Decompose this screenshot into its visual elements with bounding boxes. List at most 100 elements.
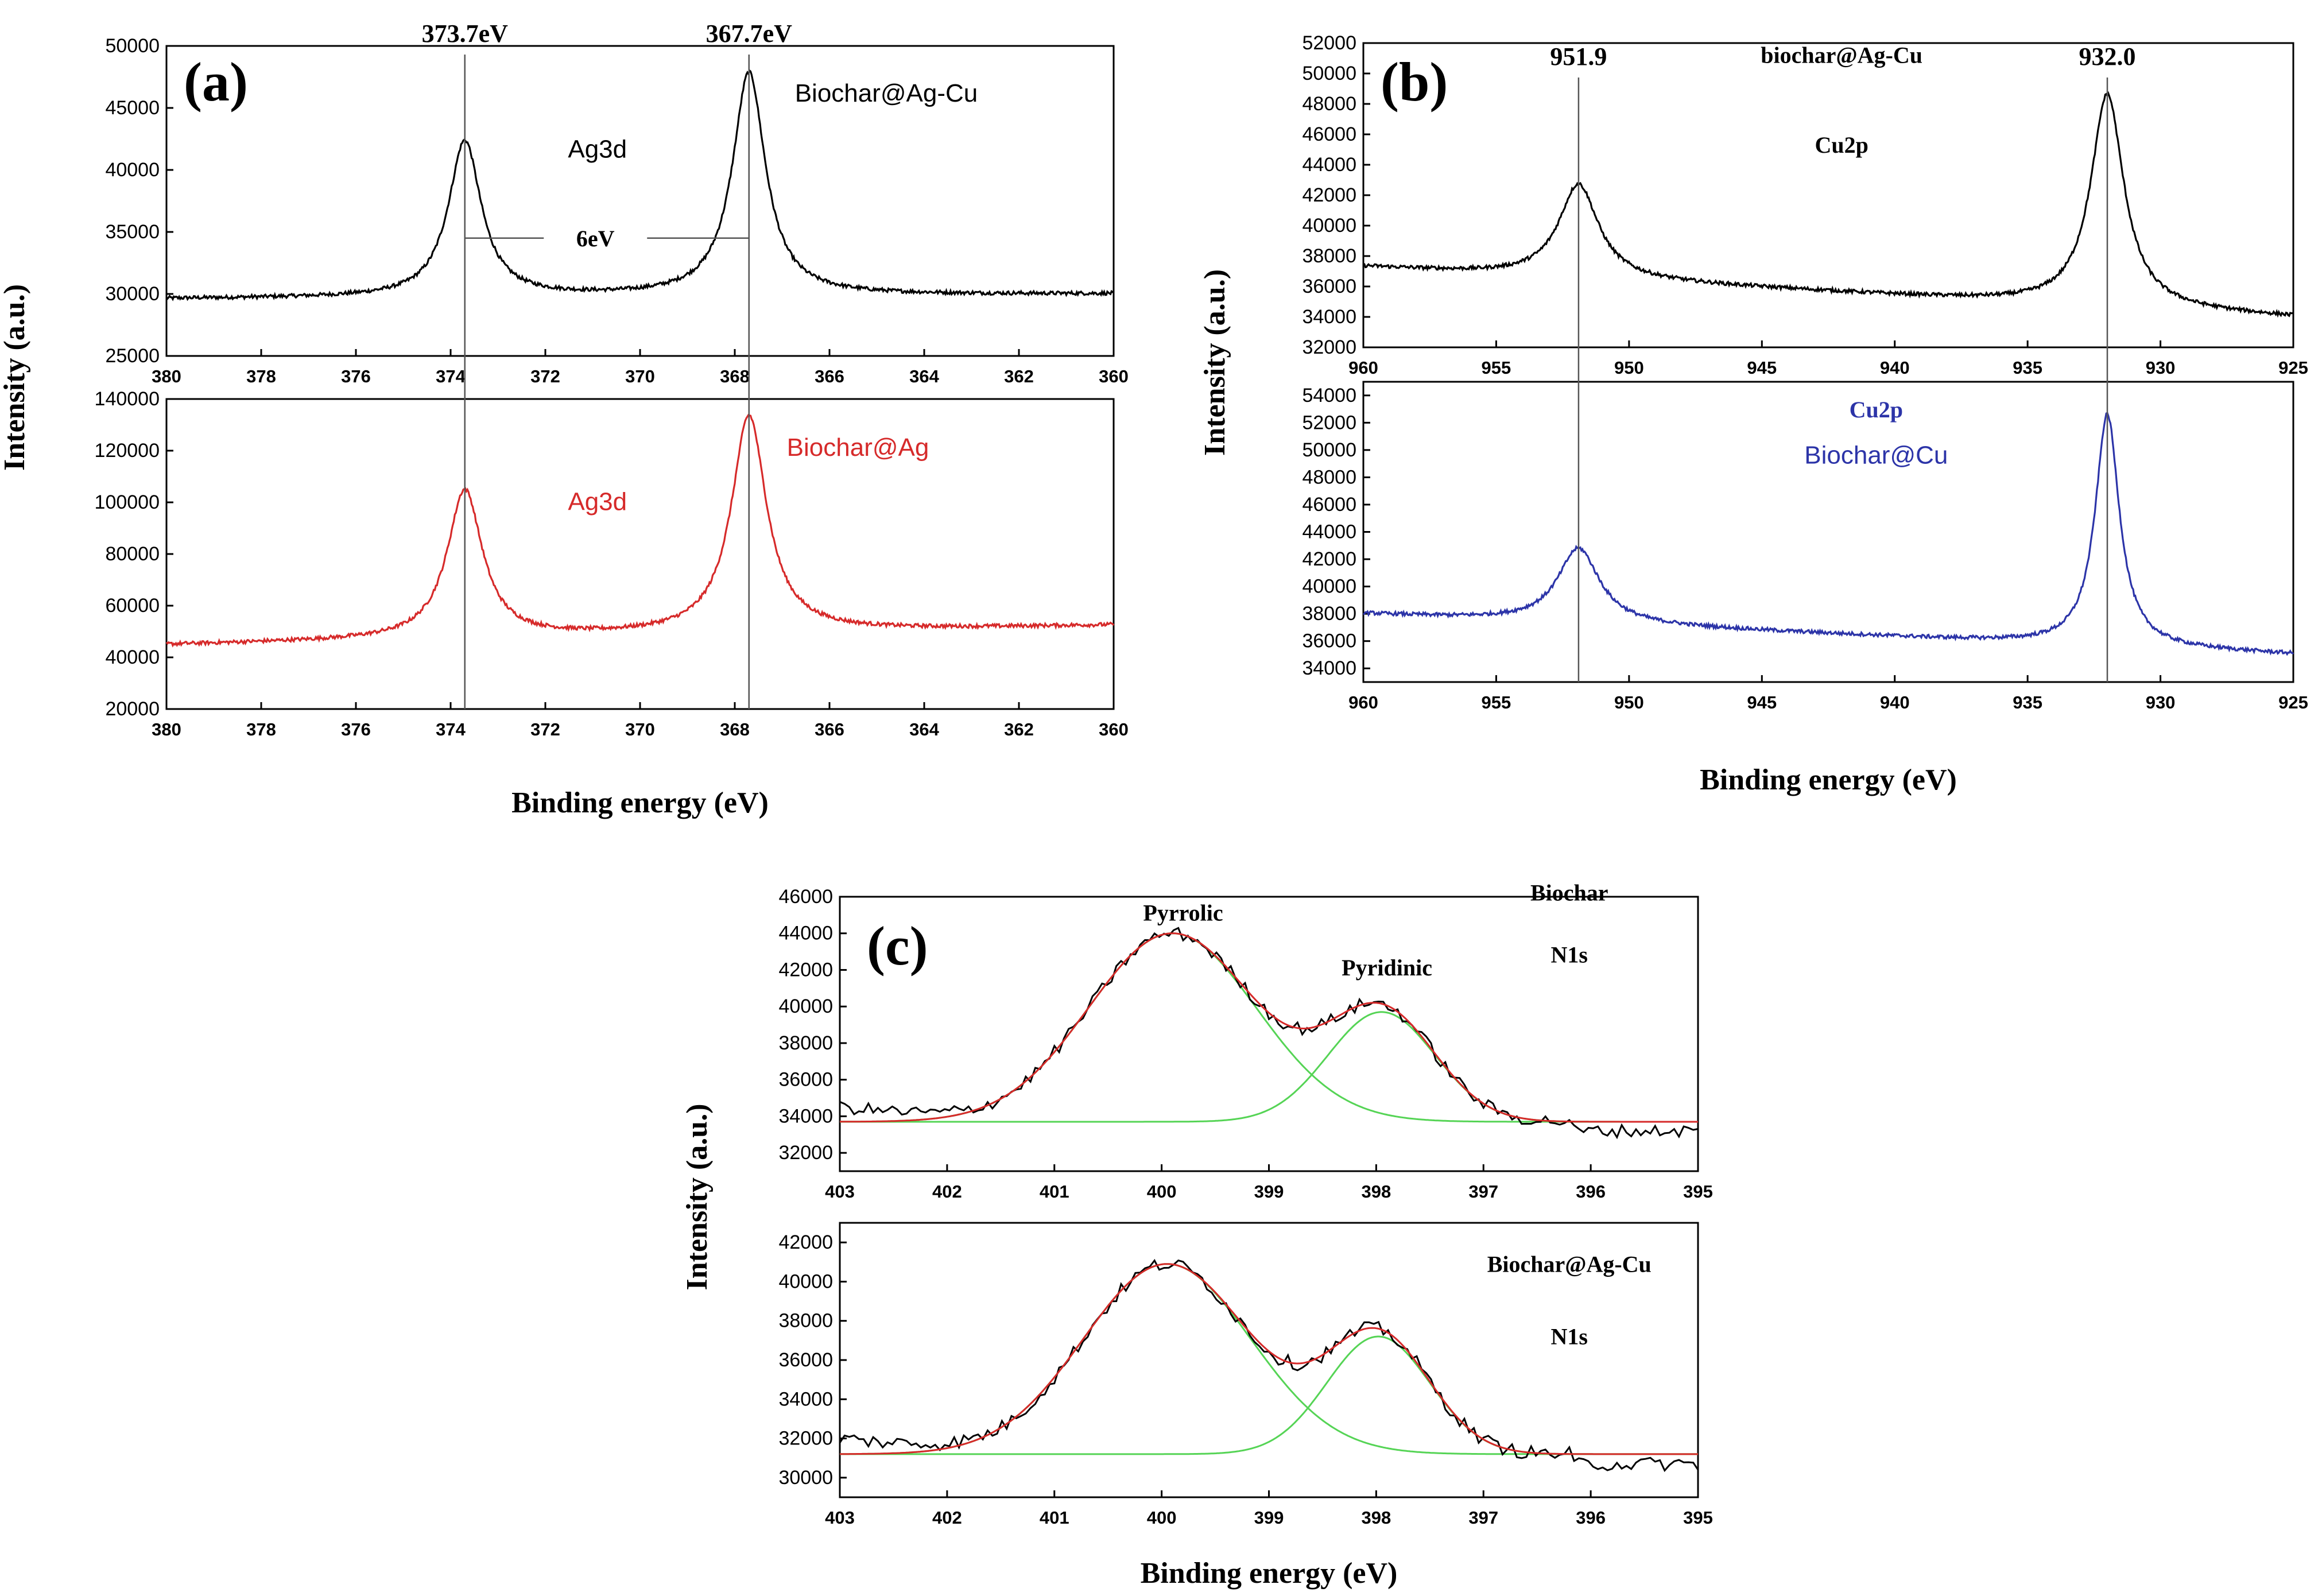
spectrum-line xyxy=(165,69,1114,301)
y-tick-label: 30000 xyxy=(105,283,160,305)
series-label: Biochar@Cu xyxy=(1804,441,1948,470)
x-tick-label: 395 xyxy=(1683,1508,1713,1528)
x-tick-label: 925 xyxy=(2278,358,2308,378)
x-tick-label: 950 xyxy=(1614,358,1644,378)
subplot: 380 378 376 374 372 370 368 366 364 362 360 20000 40… xyxy=(95,388,1129,739)
y-tick-label: 32000 xyxy=(1302,336,1356,358)
y-tick-label: 50000 xyxy=(105,35,160,57)
x-tick-label: 403 xyxy=(825,1508,855,1528)
x-tick-label: 396 xyxy=(1576,1508,1606,1528)
fit-envelope xyxy=(840,1263,1698,1455)
series-label: Biochar@Ag-Cu xyxy=(795,79,978,107)
y-tick-label: 140000 xyxy=(95,388,160,410)
x-tick-label: 362 xyxy=(1004,366,1034,386)
y-tick-label: 36000 xyxy=(1302,276,1356,297)
y-tick-label: 46000 xyxy=(778,886,833,908)
fit-envelope xyxy=(840,932,1698,1123)
x-tick-label: 950 xyxy=(1614,692,1644,712)
x-axis-label: Binding energy (eV) xyxy=(511,787,769,819)
y-tick-label: 60000 xyxy=(105,595,160,617)
component-label: Pyridinic xyxy=(1342,955,1432,981)
series-label: Cu2p xyxy=(1815,132,1868,158)
subplot: 403 402 401 400 399 398 397 396 395 32000 34000 360… xyxy=(778,880,1712,1202)
y-tick-label: 34000 xyxy=(778,1105,833,1127)
x-tick-label: 945 xyxy=(1747,692,1777,712)
x-tick-label: 960 xyxy=(1348,692,1378,712)
y-tick-label: 42000 xyxy=(778,1231,833,1253)
y-tick-label: 34000 xyxy=(778,1388,833,1410)
x-tick-label: 370 xyxy=(625,366,655,386)
y-tick-label: 25000 xyxy=(105,345,160,367)
y-tick-label: 42000 xyxy=(778,959,833,981)
x-tick-label: 402 xyxy=(932,1181,962,1202)
y-tick-label: 40000 xyxy=(1302,215,1356,237)
x-tick-label: 403 xyxy=(825,1181,855,1202)
y-tick-label: 38000 xyxy=(1302,603,1356,625)
series-label: Biochar xyxy=(1530,880,1608,905)
x-tick-label: 398 xyxy=(1362,1508,1391,1528)
x-tick-label: 400 xyxy=(1147,1181,1177,1202)
x-tick-label: 940 xyxy=(1880,692,1910,712)
subplot: 960 955 950 945 940 935 930 925 32000 34000 36000 3… xyxy=(1302,32,2308,378)
x-tick-label: 376 xyxy=(341,366,371,386)
y-tick-label: 36000 xyxy=(1302,630,1356,652)
y-tick-label: 34000 xyxy=(1302,306,1356,328)
x-tick-label: 364 xyxy=(909,366,939,386)
spectrum-line xyxy=(1363,91,2294,318)
y-axis-label: Intensity (a.u.) xyxy=(0,284,31,471)
y-tick-label: 44000 xyxy=(1302,521,1356,543)
x-tick-label: 955 xyxy=(1482,692,1511,712)
y-tick-label: 36000 xyxy=(778,1349,833,1371)
series-label: Ag3d xyxy=(568,135,627,163)
x-tick-label: 370 xyxy=(625,719,655,739)
y-tick-label: 54000 xyxy=(1302,385,1356,406)
series-label: biochar@Ag-Cu xyxy=(1761,42,1922,68)
x-tick-label: 399 xyxy=(1254,1181,1284,1202)
y-tick-label: 40000 xyxy=(778,1270,833,1292)
y-tick-label: 52000 xyxy=(1302,32,1356,54)
y-tick-label: 32000 xyxy=(778,1428,833,1450)
x-tick-label: 378 xyxy=(246,719,276,739)
y-tick-label: 38000 xyxy=(778,1310,833,1332)
x-tick-label: 955 xyxy=(1482,358,1511,378)
y-tick-label: 38000 xyxy=(778,1032,833,1054)
x-axis-label: Binding energy (eV) xyxy=(1700,764,1957,796)
peak-marker-label: 932.0 xyxy=(2079,42,2136,71)
x-axis-label: Binding energy (eV) xyxy=(1141,1557,1398,1590)
x-tick-label: 364 xyxy=(909,719,939,739)
x-tick-label: 378 xyxy=(246,366,276,386)
y-tick-label: 45000 xyxy=(105,97,160,119)
y-tick-label: 120000 xyxy=(95,440,160,462)
panel-c: 403 402 401 400 399 398 397 396 395 32000 34000 360… xyxy=(681,880,1713,1590)
x-tick-label: 400 xyxy=(1147,1508,1177,1528)
x-tick-label: 368 xyxy=(720,719,750,739)
y-tick-label: 46000 xyxy=(1302,123,1356,145)
y-tick-label: 34000 xyxy=(1302,657,1356,679)
x-tick-label: 376 xyxy=(341,719,371,739)
x-tick-label: 380 xyxy=(152,719,181,739)
y-tick-label: 50000 xyxy=(1302,63,1356,84)
y-tick-label: 40000 xyxy=(1302,576,1356,598)
y-tick-label: 48000 xyxy=(1302,93,1356,115)
x-tick-label: 396 xyxy=(1576,1181,1606,1202)
y-tick-label: 30000 xyxy=(778,1467,833,1489)
y-tick-label: 50000 xyxy=(1302,439,1356,461)
x-tick-label: 960 xyxy=(1348,358,1378,378)
y-axis-label: Intensity (a.u.) xyxy=(681,1103,714,1290)
y-tick-label: 44000 xyxy=(778,923,833,944)
x-tick-label: 397 xyxy=(1468,1508,1498,1528)
y-tick-label: 38000 xyxy=(1302,245,1356,267)
x-tick-label: 360 xyxy=(1099,719,1129,739)
x-tick-label: 372 xyxy=(530,366,560,386)
series-label: N1s xyxy=(1551,1324,1588,1350)
y-tick-label: 36000 xyxy=(778,1069,833,1091)
y-tick-label: 35000 xyxy=(105,221,160,243)
x-tick-label: 397 xyxy=(1468,1181,1498,1202)
y-tick-label: 52000 xyxy=(1302,412,1356,433)
x-tick-label: 940 xyxy=(1880,358,1910,378)
x-tick-label: 402 xyxy=(932,1508,962,1528)
x-tick-label: 360 xyxy=(1099,366,1129,386)
spectrum-line xyxy=(1363,412,2294,656)
series-label: N1s xyxy=(1551,942,1588,968)
